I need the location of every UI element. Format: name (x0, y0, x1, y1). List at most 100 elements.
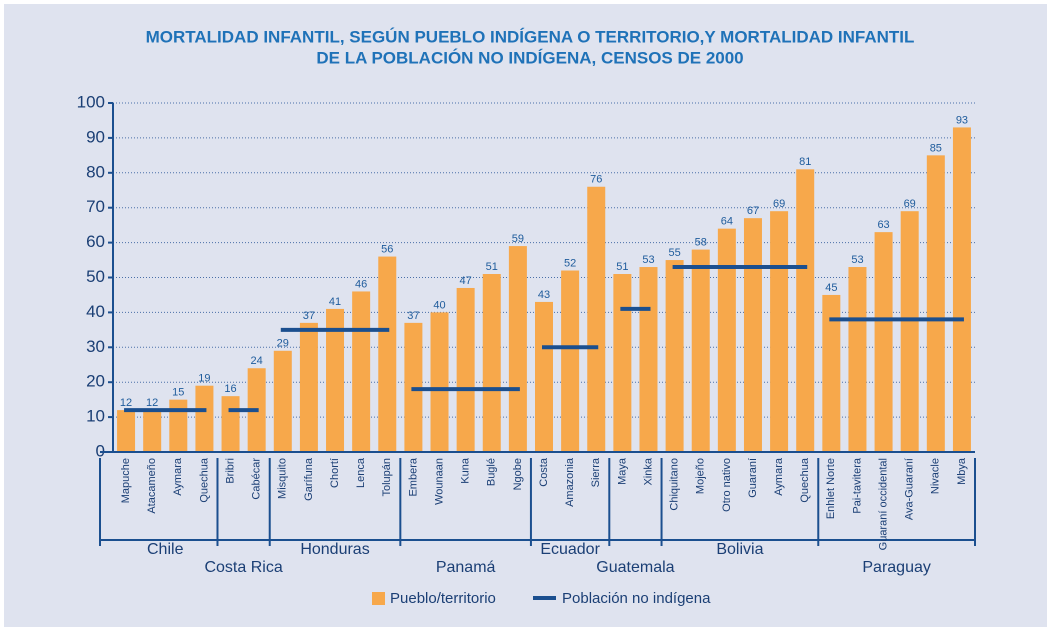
value-label: 46 (355, 278, 367, 290)
value-label: 40 (433, 299, 445, 311)
x-tick-label: Quechua (198, 457, 210, 503)
value-label: 85 (930, 142, 942, 154)
group-label: Costa Rica (204, 559, 282, 576)
bar (926, 155, 945, 452)
x-tick-label: Chortí (329, 458, 341, 488)
value-label: 56 (381, 243, 393, 255)
value-label: 81 (799, 156, 811, 168)
bar (117, 410, 136, 452)
bar (378, 256, 397, 452)
x-tick-label: Xinka (642, 457, 654, 485)
group-label: Chile (147, 541, 184, 558)
x-tick-label: Aymara (773, 457, 785, 496)
bar (143, 410, 162, 452)
bar (717, 228, 736, 452)
legend-label: Pueblo/territorio (390, 590, 496, 607)
value-label: 12 (146, 397, 158, 409)
value-label: 12 (120, 397, 132, 409)
group-label: Panamá (436, 559, 496, 576)
bar (665, 260, 684, 452)
bar (299, 322, 318, 452)
value-label: 55 (668, 247, 680, 259)
value-label: 24 (251, 355, 263, 367)
value-label: 51 (616, 261, 628, 273)
bar (743, 218, 762, 452)
x-tick-label: Mojeño (695, 458, 707, 494)
value-label: 64 (721, 216, 733, 228)
group-label: Ecuador (540, 541, 600, 558)
group-label: Bolivia (716, 541, 763, 558)
y-tick-label: 50 (86, 267, 105, 286)
bar (508, 246, 527, 452)
bar (221, 396, 240, 452)
value-label: 69 (904, 198, 916, 210)
x-tick-label: Enhlet Norte (825, 458, 837, 519)
value-label: 37 (407, 310, 419, 322)
x-tick-label: Buglé (486, 458, 498, 486)
bar (482, 274, 501, 452)
x-tick-label: Embera (407, 457, 419, 496)
value-label: 59 (512, 233, 524, 245)
x-tick-label: Otro nativo (721, 458, 733, 512)
bar (822, 294, 841, 452)
bar (874, 232, 893, 452)
y-tick-label: 30 (86, 337, 105, 356)
bar (796, 169, 815, 452)
y-tick-label: 20 (86, 372, 105, 391)
bar (273, 350, 292, 452)
x-tick-label: Nivacle (930, 458, 942, 494)
value-label: 41 (329, 296, 341, 308)
bar (691, 249, 710, 452)
bar (352, 291, 371, 452)
x-tick-label: Misquito (277, 458, 289, 499)
bar (770, 211, 789, 452)
y-tick-label: 0 (96, 441, 105, 460)
x-tick-label: Sierra (590, 457, 602, 487)
x-tick-label: Kuna (460, 457, 472, 484)
bar (561, 270, 580, 452)
group-label: Paraguay (862, 559, 931, 576)
legend-label: Población no indígena (562, 590, 711, 607)
value-label: 19 (198, 373, 210, 385)
bar (326, 308, 345, 452)
x-tick-label: Cabécar (251, 458, 263, 500)
y-tick-label: 60 (86, 232, 105, 251)
x-tick-label: Bribri (224, 458, 236, 484)
x-tick-label: Atacameño (146, 458, 158, 514)
x-tick-label: Mapuche (120, 458, 132, 503)
x-tick-label: Aymara (172, 457, 184, 496)
x-tick-label: Ava-Guaraní (904, 458, 916, 520)
value-label: 45 (825, 282, 837, 294)
value-label: 15 (172, 387, 184, 399)
bar (639, 267, 658, 452)
x-tick-label: Quechua (799, 457, 811, 503)
chart-title: MORTALIDAD INFANTIL, SEGÚN PUEBLO INDÍGE… (146, 27, 915, 46)
value-label: 53 (642, 254, 654, 266)
legend-swatch (372, 592, 385, 605)
value-label: 58 (695, 236, 707, 248)
x-tick-label: Lenca (355, 457, 367, 488)
group-label: Honduras (300, 541, 369, 558)
y-tick-label: 10 (86, 407, 105, 426)
value-label: 93 (956, 114, 968, 126)
bar (456, 287, 475, 452)
x-tick-label: Garífuna (303, 457, 315, 501)
x-tick-label: Chiquitano (669, 458, 681, 511)
value-label: 37 (303, 310, 315, 322)
x-tick-label: Tolupán (381, 458, 393, 497)
bar (587, 186, 606, 452)
value-label: 53 (851, 254, 863, 266)
bar (848, 267, 867, 452)
bar (535, 301, 553, 452)
x-tick-label: Costa (538, 457, 550, 487)
y-tick-label: 70 (86, 197, 105, 216)
x-tick-label: Guaraní occidental (877, 458, 889, 550)
bar (900, 211, 919, 452)
chart-title: DE LA POBLACIÓN NO INDÍGENA, CENSOS DE 2… (316, 48, 743, 67)
value-label: 76 (590, 174, 602, 186)
x-tick-label: Ngobe (512, 458, 524, 490)
x-tick-label: Amazonia (564, 457, 576, 507)
value-label: 52 (564, 257, 576, 269)
bar (430, 312, 449, 452)
